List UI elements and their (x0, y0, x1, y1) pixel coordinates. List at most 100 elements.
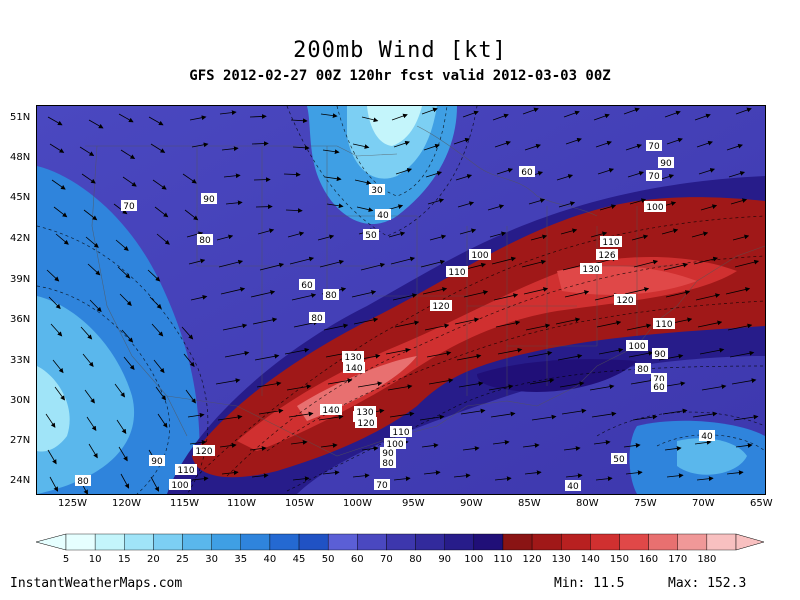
wind-vector (83, 209, 98, 221)
wind-vector (692, 411, 718, 418)
wind-vector (665, 290, 691, 298)
wind-vector (317, 234, 335, 241)
colorbar-swatch (327, 533, 358, 551)
wind-vector (188, 258, 206, 265)
wind-vector (564, 290, 590, 298)
contour-label: 100 (384, 438, 406, 450)
wind-vector (318, 414, 344, 421)
wind-vector (322, 149, 340, 155)
contour-label: 80 (197, 234, 213, 246)
svg-text:80: 80 (325, 291, 337, 301)
wind-vector (150, 476, 160, 492)
contour-label: 110 (175, 464, 197, 476)
colorbar-swatch (269, 533, 300, 551)
wind-vector (122, 176, 137, 187)
svg-text:90: 90 (660, 159, 672, 169)
wind-vector (86, 416, 97, 431)
wind-vector (183, 353, 195, 367)
wind-vector (456, 353, 482, 361)
contour-label: 60 (651, 381, 667, 393)
colorbar-swatch (240, 533, 271, 551)
wind-vector (251, 141, 269, 146)
colorbar-tick-label: 140 (580, 554, 600, 565)
wind-vector (632, 414, 658, 421)
contour-label: 40 (699, 430, 715, 442)
wind-vector (391, 113, 408, 121)
wind-vector (694, 113, 711, 121)
colorbar-tick-label: 5 (62, 554, 70, 565)
longitude-label: 120W (112, 498, 141, 509)
wind-vector (559, 381, 585, 388)
wind-vector (221, 470, 239, 476)
wind-vector (599, 204, 617, 211)
wind-vector (216, 234, 234, 241)
colorbar-swatch (619, 533, 649, 551)
wind-vector (735, 443, 753, 448)
wind-vector (256, 381, 282, 388)
wind-vector (51, 179, 66, 190)
wind-vector (421, 443, 439, 448)
colorbar-swatch (561, 533, 591, 551)
wind-vector (189, 115, 207, 121)
wind-vector (147, 269, 161, 282)
colorbar-tick-label: 160 (639, 554, 659, 565)
colorbar-tick-label: 15 (117, 554, 131, 565)
wind-vector (524, 143, 541, 151)
max-value: Max: 152.3 (668, 576, 747, 591)
wind-vector (154, 206, 169, 218)
wind-vector (323, 323, 349, 331)
wind-vector (288, 411, 314, 418)
wind-vector (699, 347, 725, 355)
wind-vector (497, 347, 523, 355)
wind-vector (149, 296, 162, 309)
wind-vector (118, 113, 134, 123)
wind-vector (120, 149, 136, 160)
wind-vector (521, 259, 547, 268)
wind-vector (697, 320, 723, 328)
longitude-label: 125W (58, 498, 87, 509)
colorbar-swatch (590, 533, 620, 551)
svg-text:110: 110 (392, 428, 409, 438)
contour-label: 130 (354, 406, 376, 418)
wind-vector (148, 116, 164, 126)
wind-vector (360, 262, 386, 271)
wind-vector (561, 408, 587, 415)
wind-vector (595, 476, 613, 482)
wind-vector (223, 173, 241, 179)
map-subtitle: GFS 2012-02-27 00Z 120hr fcst valid 2012… (189, 68, 611, 84)
wind-vector (249, 114, 267, 119)
longitude-label: 100W (343, 498, 372, 509)
svg-text:110: 110 (448, 268, 465, 278)
wind-vector (423, 143, 440, 151)
longitude-label: 115W (170, 498, 199, 509)
svg-text:40: 40 (567, 482, 579, 492)
contour-label: 50 (363, 229, 379, 241)
wind-vector (49, 143, 65, 153)
contour-label: 126 (596, 249, 618, 261)
colorbar-swatch (648, 533, 678, 551)
wind-vector (462, 446, 480, 451)
wind-vector (591, 411, 617, 418)
wind-vector (55, 233, 69, 245)
wind-vector (352, 473, 370, 479)
wind-vector (694, 440, 712, 445)
wind-vector (422, 287, 448, 295)
wind-vector (729, 350, 755, 358)
wind-vector (731, 378, 757, 385)
wind-vector (727, 323, 753, 331)
colorbar-tick-label: 60 (350, 554, 364, 565)
svg-text:100: 100 (386, 440, 403, 450)
latitude-label: 45N (10, 192, 31, 203)
svg-text:110: 110 (177, 466, 194, 476)
contour-labels: 7090803040506070907060808010010011011012… (75, 140, 715, 492)
wind-vector (493, 293, 519, 301)
contour-label: 70 (121, 200, 137, 212)
wind-vector (530, 234, 548, 241)
wind-vector (361, 116, 379, 123)
wind-vector (623, 107, 640, 115)
wind-vector (257, 228, 275, 235)
wind-vector (453, 137, 470, 145)
wind-vector (523, 287, 549, 295)
wind-vector (695, 293, 721, 301)
wind-vector (696, 476, 714, 482)
